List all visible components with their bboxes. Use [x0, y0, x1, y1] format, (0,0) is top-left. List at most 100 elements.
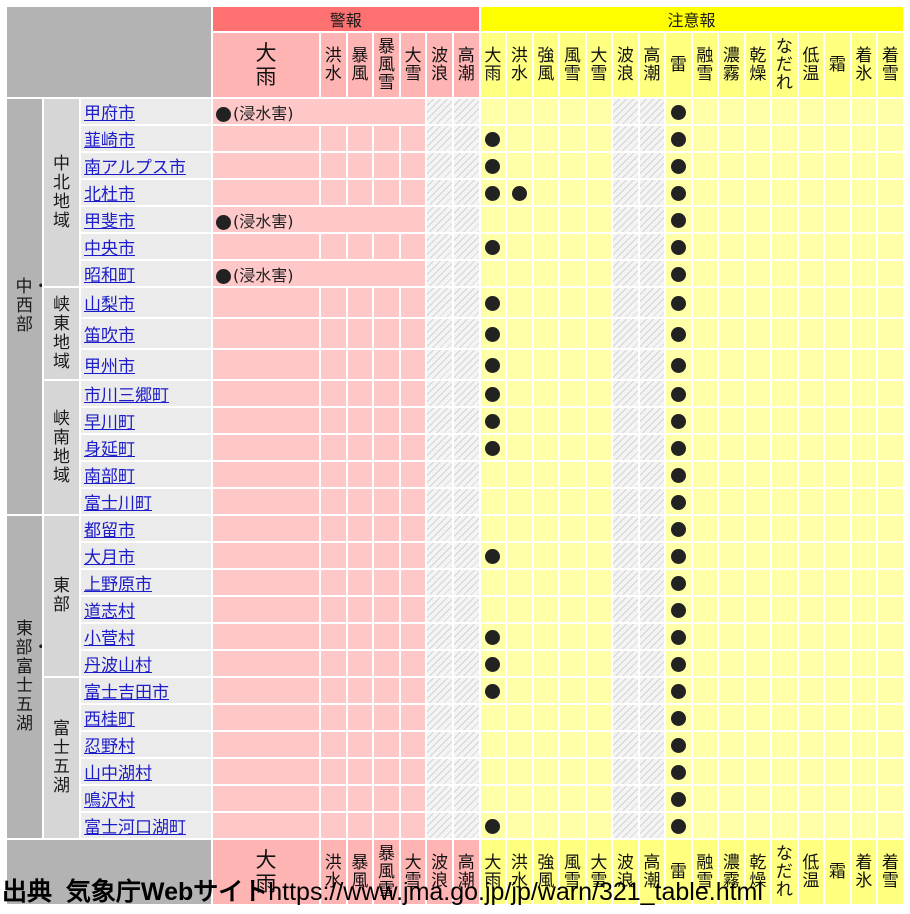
caution-cell: [664, 379, 693, 408]
municipality-cell[interactable]: 北杜市: [79, 178, 213, 207]
caution-cell: [611, 568, 640, 597]
municipality-cell[interactable]: 山梨市: [79, 286, 213, 319]
municipality-link[interactable]: 富士川町: [84, 494, 152, 514]
municipality-cell[interactable]: 富士河口湖町: [79, 811, 213, 840]
caution-cell: [690, 676, 720, 705]
municipality-cell[interactable]: 南部町: [79, 460, 213, 489]
municipality-link[interactable]: 南部町: [84, 467, 135, 487]
municipality-cell[interactable]: 大月市: [79, 541, 213, 570]
municipality-link[interactable]: 早川町: [84, 413, 135, 433]
caution-cell: [611, 514, 640, 543]
caution-cell: [584, 205, 614, 234]
caution-cell: [690, 460, 720, 489]
municipality-cell[interactable]: 小菅村: [79, 622, 213, 651]
municipality-link[interactable]: 都留市: [84, 521, 135, 541]
warning-cell: [345, 151, 375, 180]
municipality-link[interactable]: 南アルプス市: [84, 158, 186, 178]
caution-cell: [531, 541, 561, 570]
municipality-cell[interactable]: 山中湖村: [79, 757, 213, 786]
table-row: 富士河口湖町: [6, 811, 905, 840]
caution-cell: [558, 317, 587, 350]
caution-cell: [743, 568, 773, 597]
caution-cell: [823, 348, 852, 381]
label-text: 波浪: [616, 853, 634, 891]
municipality-link[interactable]: 丹波山村: [84, 656, 152, 676]
municipality-cell[interactable]: 富士川町: [79, 487, 213, 516]
municipality-cell[interactable]: 上野原市: [79, 568, 213, 597]
warning-cell: [451, 286, 481, 319]
warning-dot-icon: [216, 268, 231, 284]
caution-cell: [584, 286, 614, 319]
caution-cell: [690, 286, 720, 319]
caution-cell: [717, 178, 746, 207]
caution-cell: [717, 124, 746, 153]
municipality-cell[interactable]: 忍野村: [79, 730, 213, 759]
caution-cell: [664, 595, 693, 624]
municipality-cell[interactable]: 甲府市: [79, 97, 213, 126]
municipality-cell[interactable]: 市川三郷町: [79, 379, 213, 408]
municipality-cell[interactable]: 韮崎市: [79, 124, 213, 153]
warning-cell: [372, 433, 401, 462]
caution-cell: [770, 703, 799, 732]
region-label: 中・西部: [5, 97, 44, 516]
municipality-cell[interactable]: 甲斐市: [79, 205, 213, 234]
caution-cell: [743, 317, 773, 350]
municipality-cell[interactable]: 甲州市: [79, 348, 213, 381]
municipality-link[interactable]: 上野原市: [84, 575, 152, 595]
warning-cell: [345, 541, 375, 570]
municipality-cell[interactable]: 早川町: [79, 406, 213, 435]
municipality-link[interactable]: 甲州市: [84, 357, 135, 377]
municipality-cell[interactable]: 都留市: [79, 514, 213, 543]
municipality-cell[interactable]: 鳴沢村: [79, 784, 213, 813]
caution-cell: [690, 151, 720, 180]
warning-col-header: 大雪: [398, 838, 428, 906]
municipality-link[interactable]: 山中湖村: [84, 764, 152, 784]
municipality-link[interactable]: 北杜市: [84, 185, 135, 205]
caution-cell: [770, 676, 799, 705]
municipality-link[interactable]: 富士河口湖町: [84, 818, 186, 838]
municipality-cell[interactable]: 富士吉田市: [79, 676, 213, 705]
municipality-link[interactable]: 中央市: [84, 239, 135, 259]
caution-cell: [796, 811, 826, 840]
municipality-cell[interactable]: 中央市: [79, 232, 213, 261]
caution-dot-icon: [485, 327, 501, 342]
caution-cell: [770, 151, 799, 180]
caution-cell: [849, 703, 879, 732]
corner-cell: [5, 5, 213, 99]
table-row: 早川町: [6, 406, 905, 435]
caution-cell: [637, 784, 667, 813]
municipality-cell[interactable]: 道志村: [79, 595, 213, 624]
municipality-link[interactable]: 笛吹市: [84, 326, 135, 346]
municipality-cell[interactable]: 昭和町: [79, 259, 213, 288]
warning-cell: [372, 622, 401, 651]
caution-cell: [743, 595, 773, 624]
municipality-link[interactable]: 鳴沢村: [84, 791, 135, 811]
municipality-link[interactable]: 昭和町: [84, 266, 135, 286]
municipality-link[interactable]: 山梨市: [84, 295, 135, 315]
municipality-link[interactable]: 忍野村: [84, 737, 135, 757]
municipality-link[interactable]: 西桂町: [84, 710, 135, 730]
municipality-cell[interactable]: 西桂町: [79, 703, 213, 732]
municipality-cell[interactable]: 南アルプス市: [79, 151, 213, 180]
caution-cell: [823, 232, 852, 261]
municipality-link[interactable]: 市川三郷町: [84, 386, 169, 406]
caution-cell: [664, 757, 693, 786]
municipality-link[interactable]: 道志村: [84, 602, 135, 622]
municipality-link[interactable]: 甲斐市: [84, 212, 135, 232]
label-text: 峡東地域: [53, 294, 70, 372]
municipality-cell[interactable]: 丹波山村: [79, 649, 213, 678]
caution-cell: [876, 595, 905, 624]
warning-cell: (浸水害): [210, 205, 428, 234]
warning-cell: [398, 541, 428, 570]
warning-cell: [451, 703, 481, 732]
municipality-cell[interactable]: 笛吹市: [79, 317, 213, 350]
municipality-cell[interactable]: 身延町: [79, 433, 213, 462]
municipality-link[interactable]: 韮崎市: [84, 131, 135, 151]
caution-dot-icon: [485, 159, 501, 174]
municipality-link[interactable]: 小菅村: [84, 629, 135, 649]
municipality-link[interactable]: 身延町: [84, 440, 135, 460]
municipality-link[interactable]: 大月市: [84, 548, 135, 568]
municipality-link[interactable]: 富士吉田市: [84, 683, 169, 703]
warning-cell: [451, 124, 481, 153]
municipality-link[interactable]: 甲府市: [84, 104, 135, 124]
